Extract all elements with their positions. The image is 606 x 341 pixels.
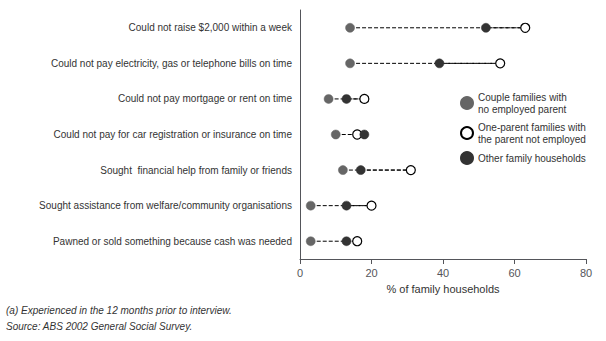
svg-text:Source: ABS 2002 General Socia: Source: ABS 2002 General Social Survey. — [6, 321, 192, 332]
svg-text:Could not pay mortgage or rent: Could not pay mortgage or rent on time — [118, 93, 292, 104]
svg-text:no employed parent: no employed parent — [478, 104, 567, 115]
svg-text:Other family households: Other family households — [478, 153, 586, 164]
svg-text:Sought financial help from fa: Sought financial help from family or fri… — [100, 165, 292, 176]
svg-text:Could not raise $2,000 within: Could not raise $2,000 within a week — [129, 22, 293, 33]
svg-text:20: 20 — [365, 267, 377, 279]
svg-text:40: 40 — [437, 267, 449, 279]
svg-text:80: 80 — [580, 267, 592, 279]
svg-text:0: 0 — [297, 267, 303, 279]
svg-text:Couple families with: Couple families with — [478, 92, 567, 103]
svg-text:60: 60 — [508, 267, 520, 279]
svg-text:% of family households: % of family households — [386, 283, 500, 295]
svg-text:the parent not employed: the parent not employed — [478, 134, 586, 145]
svg-text:Could not pay electricity, gas: Could not pay electricity, gas or teleph… — [51, 58, 292, 69]
svg-text:Could not pay for car registra: Could not pay for car registration or in… — [54, 129, 293, 140]
svg-text:(a) Experienced in the 12 mont: (a) Experienced in the 12 months prior t… — [6, 305, 232, 316]
svg-text:Sought assistance from welfare: Sought assistance from welfare/community… — [39, 200, 292, 211]
svg-text:One-parent families with: One-parent families with — [478, 122, 586, 133]
svg-text:Pawned or sold something becau: Pawned or sold something because cash wa… — [53, 236, 292, 247]
